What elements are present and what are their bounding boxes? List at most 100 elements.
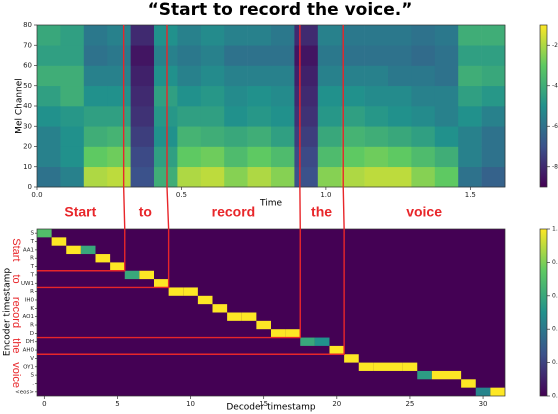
heat-cell	[247, 106, 272, 127]
heat-cell	[364, 146, 389, 168]
heat-cell	[341, 106, 365, 127]
heat-cell	[317, 106, 342, 127]
heat-cell	[200, 25, 225, 46]
y-tick-label: 60	[23, 62, 32, 70]
colorbar-tick-label: -60	[552, 123, 558, 130]
y-tick-label: T	[30, 264, 35, 270]
y-tick-label: R	[30, 256, 34, 262]
y-axis-label: Mel Channel	[15, 78, 25, 134]
heat-cell	[411, 45, 436, 66]
heat-cell	[224, 85, 248, 107]
heat-cell	[177, 126, 202, 147]
heat-cell	[83, 85, 108, 107]
heat-cell	[317, 25, 342, 46]
x-tick-label: 1.0	[320, 191, 331, 199]
colorbar-tick-label: -40	[552, 82, 558, 89]
heat-cell	[411, 106, 436, 127]
heat-cell	[83, 146, 108, 168]
y-tick-label: T	[30, 239, 35, 245]
heat-cell	[107, 85, 131, 107]
attention-cell	[66, 245, 81, 255]
attention-cell	[402, 362, 418, 371]
x-tick-label: 1.5	[465, 191, 476, 199]
y-tick-label: AH0	[23, 348, 35, 354]
attention-cell	[124, 270, 140, 280]
heat-cell	[200, 146, 225, 168]
heat-cell	[458, 25, 482, 46]
heat-cell	[130, 85, 155, 107]
heat-cell	[60, 25, 85, 46]
attention-cell	[37, 229, 52, 238]
colorbar-tick-label: 0.2	[552, 359, 558, 366]
encoder-word-label: voice	[10, 362, 22, 388]
y-tick-label: 0	[28, 183, 32, 191]
heat-cell	[364, 25, 389, 46]
attention-cell	[431, 370, 447, 380]
heat-cell	[434, 106, 459, 127]
heat-cell	[37, 85, 61, 107]
heat-cell	[458, 126, 482, 147]
word-boundary	[37, 25, 345, 355]
heat-cell	[434, 166, 459, 188]
attention-cell	[95, 254, 111, 263]
colorbar	[540, 229, 547, 396]
heat-cell	[388, 65, 412, 87]
heat-cell	[271, 146, 295, 168]
heat-cell	[411, 166, 436, 188]
attention-cell	[475, 387, 491, 396]
heat-cell	[247, 146, 272, 168]
y-tick-label: R	[30, 289, 34, 295]
colorbar-tick-label: -20	[552, 42, 558, 49]
heat-cell	[364, 65, 389, 87]
heat-cell	[200, 45, 225, 66]
heat-cell	[458, 146, 482, 168]
attention-cell	[300, 337, 315, 346]
x-tick-label: 20	[332, 400, 341, 408]
heat-cell	[458, 45, 482, 66]
heat-cell	[388, 45, 412, 66]
heat-cell	[224, 106, 248, 127]
heat-cell	[224, 25, 248, 46]
heat-cell	[247, 25, 272, 46]
plot-layer: 0.00.51.01.501020304050607080-20-40-60-8…	[10, 21, 558, 408]
attention-cell	[417, 370, 432, 380]
heat-cell	[364, 106, 389, 127]
word-label: to	[139, 204, 152, 220]
heat-cell	[37, 65, 61, 87]
heat-cell	[224, 166, 248, 188]
heat-cell	[107, 65, 131, 87]
y-tick-label: 50	[23, 82, 32, 90]
y-tick-label: 30	[23, 122, 32, 130]
colorbar-tick-label: 0.4	[552, 326, 558, 333]
attention-cell	[490, 387, 505, 396]
heat-cell	[317, 45, 342, 66]
heat-cell	[388, 126, 412, 147]
chart-title: “Start to record the voice.”	[148, 0, 413, 20]
y-tick-label: OY1	[23, 364, 34, 370]
heat-cell	[177, 25, 202, 46]
y-tick-label: 20	[23, 143, 32, 151]
heat-cell	[130, 166, 155, 188]
heat-cell	[364, 126, 389, 147]
heat-cell	[294, 126, 319, 147]
heat-cell	[177, 45, 202, 66]
heat-cell	[247, 126, 272, 147]
heat-cell	[294, 45, 319, 66]
word-boundary	[37, 25, 126, 272]
heat-cell	[177, 106, 202, 127]
heat-cell	[341, 126, 365, 147]
heat-cell	[83, 25, 108, 46]
y-tick-label: K	[30, 306, 34, 312]
heat-cell	[107, 45, 131, 66]
attention-cell	[227, 312, 242, 321]
heat-cell	[481, 25, 506, 46]
y-tick-label: T	[30, 272, 35, 278]
colorbar-frame	[539, 228, 548, 397]
colorbar-frame	[539, 24, 548, 188]
heat-cell	[224, 45, 248, 66]
y-tick-label: S	[31, 373, 35, 379]
heat-cell	[364, 85, 389, 107]
heat-cell	[247, 85, 272, 107]
